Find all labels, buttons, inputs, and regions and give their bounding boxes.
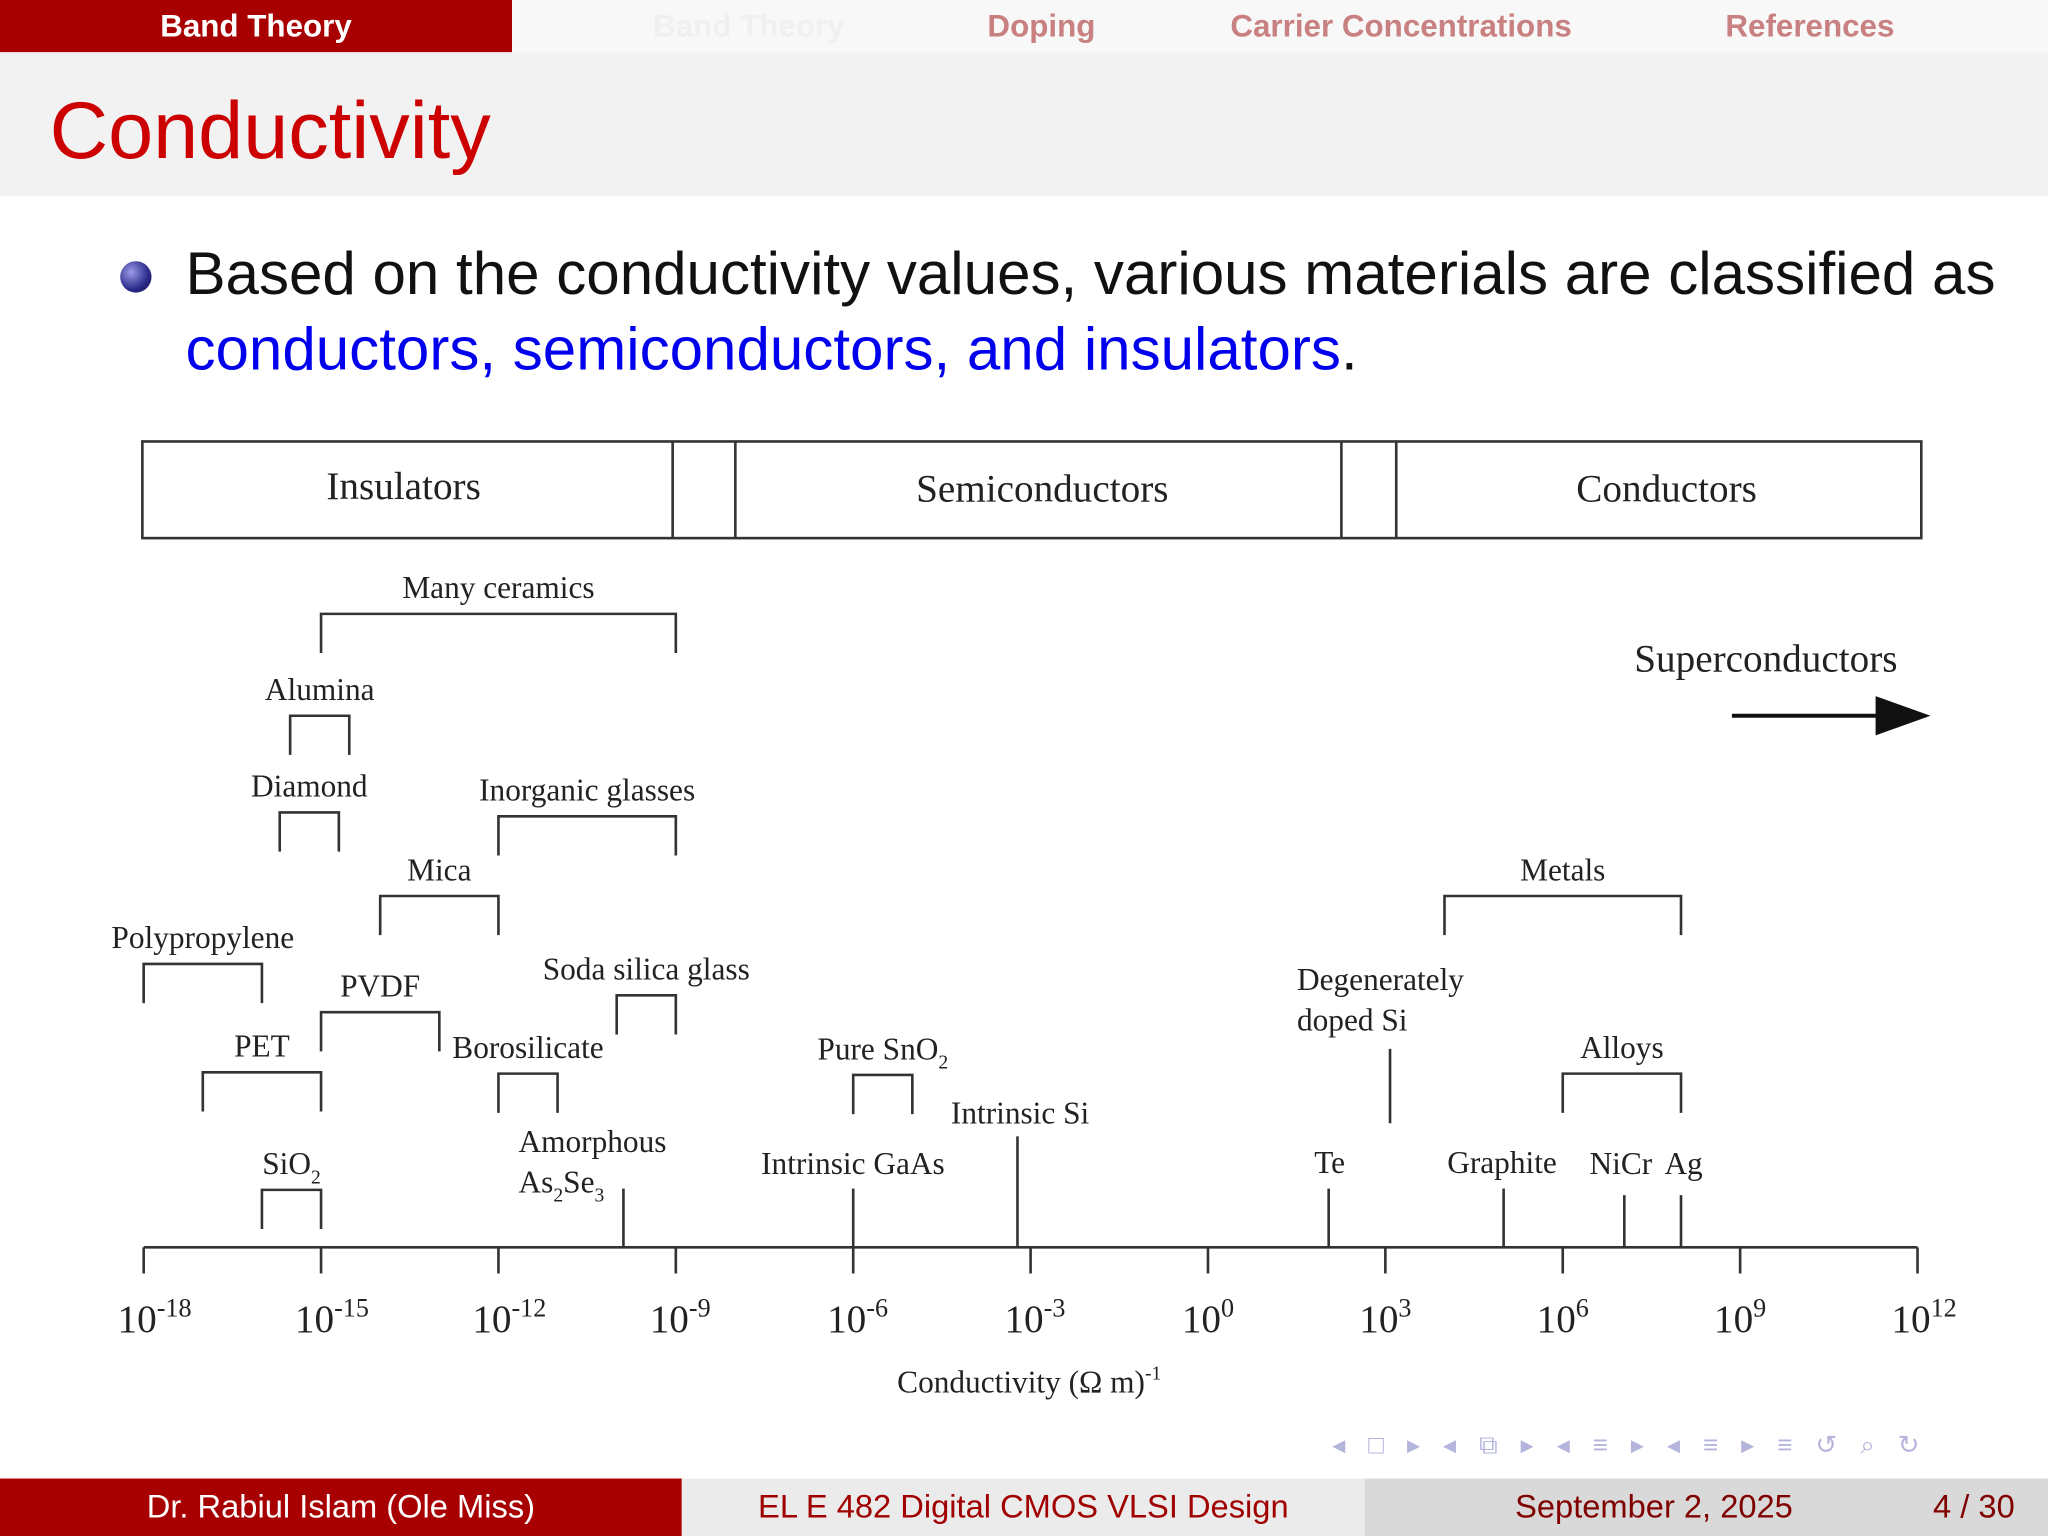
material-label: Graphite [1447,1145,1557,1180]
bracket-line [278,811,341,852]
axis-tick-label: 10-18 [118,1294,192,1342]
range-bracket: Metals [1443,852,1683,936]
nav-section-doping[interactable]: Doping [987,9,1096,45]
nav-section-carrier-concentrations[interactable]: Carrier Concentrations [1230,9,1572,45]
bracket-line [288,714,351,755]
axis-tick-label: 103 [1359,1294,1411,1342]
material-label: As2Se3 [519,1164,605,1206]
axis-tick-label: 1012 [1891,1294,1956,1342]
bracket-line [497,815,678,856]
class-box [141,440,1923,540]
superconductors-label: Superconductors [1634,637,1897,680]
bracket-line [260,1188,323,1230]
range-label: Mica [407,852,471,887]
bracket-line [319,1010,441,1052]
range-bracket: Pure SnO2 [817,1031,948,1115]
axis-tick-label: 10-15 [295,1294,369,1342]
footer-page-number[interactable]: 4 / 30 [1933,1488,2015,1526]
material-marker: Intrinsic Si [951,1095,1090,1248]
axis-tick-label: 10-3 [1004,1294,1065,1342]
range-label: Alumina [265,672,375,707]
range-label: PET [234,1029,290,1064]
nav-section-band-theory-active[interactable]: Band Theory [0,0,512,53]
nav-section-references[interactable]: References [1725,9,1895,45]
class-label-insulators: Insulators [326,465,481,508]
material-label: Degenerately [1297,962,1464,997]
footer-date-page: September 2, 2025 4 / 30 [1364,1478,2048,1536]
material-marker: Graphite [1447,1145,1557,1248]
title-bar: Conductivity [0,52,2048,196]
bracket-line [615,993,678,1035]
range-bracket: Many ceramics [319,570,678,654]
material-label: Amorphous [519,1124,667,1159]
range-bracket: Mica [378,852,500,936]
range-bracket: Soda silica glass [543,952,750,1035]
footer-date: September 2, 2025 [1515,1488,1793,1526]
bullet-text-main: Based on the conductivity values, variou… [185,239,1996,307]
bullet-period: . [1340,314,1358,383]
axis-label: Conductivity (Ω m)-1 [897,1363,1161,1399]
bracket-line [497,1072,559,1113]
material-label: Intrinsic GaAs [761,1146,945,1181]
material-marker: Amorphous As2Se3 [519,1124,667,1248]
material-marker: Degenerately doped Si [1297,962,1464,1124]
material-marker: NiCr [1590,1146,1653,1248]
bracket-line [378,894,500,936]
material-label: Intrinsic Si [951,1095,1090,1130]
range-bracket: Alloys [1561,1030,1683,1113]
range-label: PVDF [340,969,420,1004]
range-bracket: Diamond [251,769,368,852]
range-label: SiO2 [262,1146,321,1188]
superconductors-arrow-icon [1875,696,1931,736]
axis-tick-label: 109 [1714,1294,1766,1342]
bullet-text: Based on the conductivity values, variou… [185,235,2014,387]
range-label: Borosilicate [452,1030,603,1065]
material-label: Ag [1664,1146,1703,1181]
axis-tick-label: 10-12 [472,1294,546,1342]
range-label: Soda silica glass [543,952,750,987]
material-marker: Ag [1664,1146,1703,1248]
class-label-conductors: Conductors [1576,468,1757,511]
range-bracket: PVDF [319,969,441,1052]
range-bracket: SiO2 [260,1146,323,1230]
bracket-line [851,1073,914,1115]
range-label: Inorganic glasses [479,773,695,808]
material-label: NiCr [1590,1146,1653,1181]
bullet-icon [120,261,152,293]
footer-author: Dr. Rabiul Islam (Ole Miss) [0,1478,682,1536]
range-label: Polypropylene [111,920,294,955]
material-label: Te [1314,1145,1345,1180]
axis-tick-label: 100 [1182,1294,1234,1342]
range-label: Many ceramics [402,570,594,605]
bullet-highlight: conductors, semiconductors, and insulato… [185,314,1341,383]
axis-tick-label: 10-6 [827,1294,888,1342]
axis-tick-label: 106 [1537,1294,1589,1342]
material-marker: Intrinsic GaAs [761,1146,945,1248]
footer: Dr. Rabiul Islam (Ole Miss) EL E 482 Dig… [0,1478,2048,1536]
range-bracket: Alumina [265,672,375,755]
nav-subsection-band-theory[interactable]: Band Theory [653,9,845,45]
bracket-line [142,962,264,1004]
material-label: doped Si [1297,1003,1408,1038]
range-label: Metals [1520,852,1605,887]
beamer-navigation-icons[interactable]: ◂ □ ▸ ◂ ⧉ ▸ ◂ ≡ ▸ ◂ ≡ ▸ ≡ ↺ ⌕ ↻ [1332,1431,1928,1461]
footer-course: EL E 482 Digital CMOS VLSI Design [681,1478,1365,1536]
range-label: Diamond [251,769,368,804]
class-label-semiconductors: Semiconductors [916,468,1168,511]
material-marker: Te [1314,1145,1345,1248]
range-bracket: Inorganic glasses [479,773,695,856]
bracket-line [1561,1072,1683,1113]
range-bracket: PET [201,1029,323,1112]
bracket-line [319,612,678,654]
top-navigation: Band Theory Band Theory Doping Carrier C… [0,0,2048,53]
axis-tick-label: 10-9 [650,1294,711,1342]
range-bracket: Borosilicate [452,1030,604,1113]
bracket-line [1443,894,1683,936]
range-bracket: Polypropylene [111,920,294,1004]
bracket-line [201,1071,323,1112]
slide-title: Conductivity [49,86,491,177]
range-label: Pure SnO2 [817,1031,948,1073]
range-label: Alloys [1580,1030,1664,1065]
